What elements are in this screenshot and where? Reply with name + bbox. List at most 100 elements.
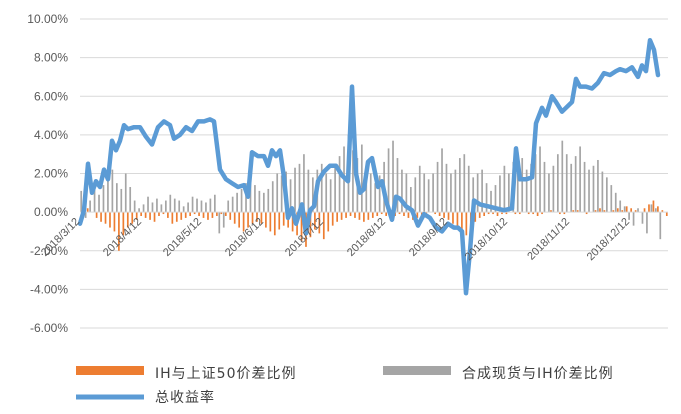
orange-bar <box>86 208 89 213</box>
gray-bar <box>543 161 546 213</box>
gray-bar <box>80 190 83 213</box>
gray-bar <box>436 161 439 213</box>
gray-bar <box>654 208 657 213</box>
orange-bar <box>478 212 481 218</box>
y-tick-label: -2.00% <box>30 244 68 258</box>
orange-bar <box>559 212 561 215</box>
gray-bar <box>565 154 568 213</box>
orange-bar <box>109 212 111 228</box>
orange-bar <box>153 212 156 222</box>
gray-bar <box>610 185 613 213</box>
gray-bar <box>623 206 626 213</box>
orange-bar <box>398 212 401 215</box>
orange-bar <box>211 212 214 218</box>
orange-bar <box>95 212 98 218</box>
orange-bar <box>345 212 347 218</box>
gray-bar <box>231 196 234 213</box>
gray-bar <box>142 204 145 213</box>
gray-bar <box>191 196 194 213</box>
orange-bar <box>527 212 530 215</box>
gray-bar <box>93 188 96 213</box>
orange-bar <box>318 212 321 234</box>
x-tick-label: 2018/9/12 <box>407 216 450 259</box>
gray-bar <box>463 154 466 213</box>
gray-bar <box>280 175 283 213</box>
orange-bar <box>202 212 205 218</box>
orange-bar <box>594 210 597 213</box>
gray-bar <box>423 173 426 213</box>
gray-bar <box>320 163 323 213</box>
orange-bar <box>536 212 539 216</box>
gray-bar <box>115 183 118 213</box>
orange-bar <box>180 212 183 220</box>
gray-bar <box>98 194 100 213</box>
y-tick-label: 0.00% <box>34 205 68 219</box>
orange-bar <box>385 212 388 216</box>
orange-bar <box>501 212 503 215</box>
gray-bar <box>601 171 604 213</box>
line-series <box>77 37 661 296</box>
gray-bar <box>401 169 403 213</box>
gray-bar <box>521 158 524 213</box>
orange-bar <box>220 212 223 215</box>
gray-bar <box>169 194 172 213</box>
legend-label-total-return: 总收益率 <box>155 389 215 406</box>
orange-bar <box>403 212 405 216</box>
orange-bar <box>643 208 646 213</box>
gray-bar <box>659 212 662 240</box>
gray-bar <box>539 146 541 213</box>
gray-bar <box>262 192 265 213</box>
gray-bar <box>641 212 644 224</box>
orange-bar <box>247 212 249 228</box>
orange-bar <box>532 212 535 215</box>
orange-bar <box>621 210 624 213</box>
gray-bar <box>138 208 140 213</box>
gray-bar <box>267 188 270 213</box>
gray-bar <box>414 177 417 213</box>
orange-bar <box>229 212 232 220</box>
orange-bar <box>665 212 668 216</box>
gray-bar <box>588 169 590 213</box>
orange-bar <box>349 212 352 216</box>
gray-bar <box>173 198 176 213</box>
gray-bar <box>552 165 555 213</box>
gray-bar <box>329 179 332 213</box>
gray-bar <box>490 190 492 213</box>
gray-bar <box>271 181 274 213</box>
orange-bar <box>474 212 477 222</box>
x-tick-label: 2018/11/12 <box>525 216 572 263</box>
orange-bar <box>158 212 160 216</box>
orange-bar <box>260 212 263 224</box>
orange-bar <box>140 212 143 216</box>
orange-bar <box>483 212 486 216</box>
gray-bar <box>133 200 136 213</box>
orange-bar <box>518 212 521 215</box>
gray-bar <box>503 165 506 213</box>
orange-bar <box>438 212 441 216</box>
orange-bar <box>207 212 209 220</box>
orange-bar <box>661 210 664 213</box>
gray-bar <box>548 173 550 213</box>
gray-bar <box>294 167 296 213</box>
orange-bar <box>634 210 637 213</box>
orange-bar <box>314 212 316 230</box>
x-tick-label: 2018/6/12 <box>223 216 266 259</box>
orange-bar <box>242 212 245 232</box>
orange-bar <box>113 212 116 232</box>
legend-item-spot-spread: 合成现货与IH价差比例 <box>383 365 613 382</box>
gray-bar <box>485 183 488 213</box>
legend-swatch-gray <box>383 366 451 375</box>
gray-bar <box>507 173 510 213</box>
legend-label-ih-spread: IH与上证50价差比例 <box>155 366 296 382</box>
orange-bar <box>363 212 365 222</box>
orange-bar <box>496 212 499 216</box>
orange-bar <box>309 212 312 238</box>
gray-bar <box>102 185 105 213</box>
orange-bar <box>630 208 633 213</box>
gray-bar <box>467 165 470 213</box>
orange-bar <box>371 212 374 218</box>
y-tick-label: 10.00% <box>27 12 68 26</box>
gray-bar <box>619 200 622 213</box>
orange-bar <box>465 212 468 236</box>
